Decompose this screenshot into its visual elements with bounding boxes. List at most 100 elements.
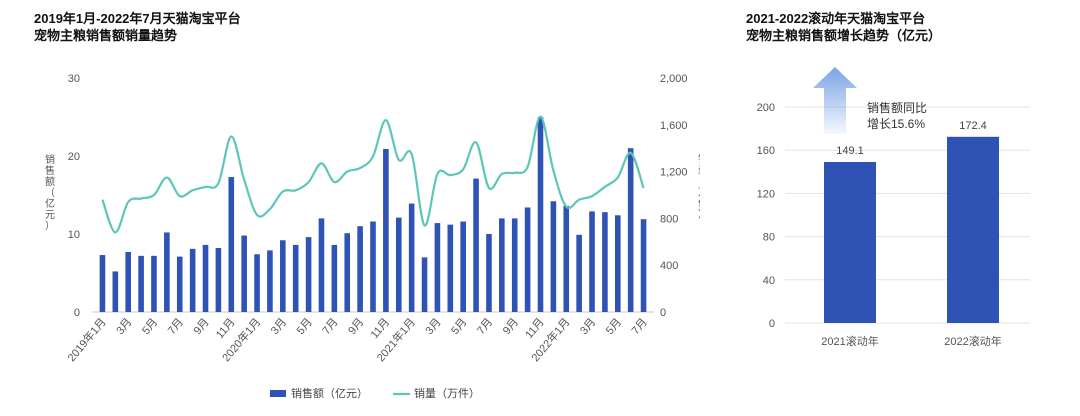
left-y-tick-label: 0 <box>74 307 80 319</box>
x-tick-label: 5月 <box>140 316 160 337</box>
left-chart-title-line-2: 宠物主粮销售额销量趋势 <box>34 28 178 43</box>
legend-sales-swatch <box>270 390 286 397</box>
bar-value-label: 172.4 <box>959 120 987 132</box>
right-y-tick-label: 800 <box>660 213 678 225</box>
sales-bar <box>511 218 518 312</box>
sales-bar <box>537 117 544 312</box>
growth-annotation-line-2: 增长15.6% <box>867 117 925 131</box>
sales-bar <box>589 211 595 312</box>
legend-sales-label: 销售额（亿元） <box>291 386 368 400</box>
sales-bar <box>254 254 260 312</box>
sales-bar <box>164 232 170 312</box>
x-tick-label: 11月 <box>214 316 238 341</box>
sales-bar <box>215 248 222 312</box>
sales-bar <box>524 207 531 312</box>
chart-legend: 销售额（亿元） 销量（万件） <box>270 386 480 400</box>
sales-bar <box>357 226 363 312</box>
right-y-tick-label: 1,200 <box>660 167 688 179</box>
rolling-year-bars: 149.1 2021滚动年 172.4 2022滚动年 <box>821 120 1001 348</box>
x-tick-label: 7月 <box>630 316 650 337</box>
sales-bar <box>486 234 492 312</box>
sales-bar <box>627 148 634 312</box>
sales-bar <box>228 177 235 312</box>
sales-bar <box>176 256 183 312</box>
sales-bar <box>280 240 286 312</box>
sales-bar <box>202 244 209 312</box>
sales-bar <box>640 219 647 312</box>
x-tick-label: 3月 <box>269 316 289 337</box>
growth-arrow <box>813 67 857 134</box>
sales-bar <box>499 218 505 312</box>
sales-bar <box>318 218 325 312</box>
left-chart-axes: 0 10 20 30 0 400 800 1,200 1,600 2,000 销售额（亿元） 销量（万… <box>45 73 700 319</box>
sales-bar <box>138 255 144 312</box>
right-y-axis-title: 销量（万件） <box>698 153 700 221</box>
y-tick-label: 200 <box>757 102 775 114</box>
sales-bar <box>267 250 273 312</box>
y-tick-label: 80 <box>763 232 775 244</box>
sales-bar <box>421 257 428 312</box>
x-tick-label: 3月 <box>424 316 444 337</box>
sales-bar <box>408 203 415 312</box>
x-tick-label: 9月 <box>192 316 212 337</box>
x-category-label: 2021滚动年 <box>821 334 878 348</box>
left-y-axis-title: 销售额（亿元） <box>45 153 55 232</box>
sales-bar <box>383 148 389 312</box>
y-tick-label: 160 <box>757 145 775 157</box>
sales-bar <box>344 233 351 312</box>
sales-bar <box>614 215 621 312</box>
right-y-tick-label: 2,000 <box>660 73 688 85</box>
x-tick-label: 9月 <box>501 316 521 337</box>
sales-bar <box>370 221 376 312</box>
rolling-year-bar <box>947 136 999 323</box>
sales-bar <box>241 235 247 312</box>
growth-annotation-line-1: 销售额同比 <box>867 100 927 115</box>
x-tick-label: 5月 <box>295 316 315 337</box>
y-tick-label: 120 <box>757 188 775 200</box>
sales-bar <box>563 205 570 312</box>
sales-bar <box>125 251 132 312</box>
sales-bar <box>460 221 466 312</box>
left-y-tick-label: 20 <box>68 151 80 163</box>
monthly-sales-volume-chart: 0 10 20 30 0 400 800 1,200 1,600 2,000 销售额（亿元） 销量（万… <box>45 73 700 400</box>
sales-bar <box>305 237 312 312</box>
right-chart-title-line-1: 2021-2022滚动年天猫淘宝平台 <box>746 11 926 26</box>
sales-bar <box>151 255 157 312</box>
sales-bar <box>331 244 338 312</box>
x-tick-label: 7月 <box>475 316 495 337</box>
sales-bar <box>112 271 119 312</box>
right-chart-title-line-2: 宠物主粮销售额增长趋势（亿元） <box>746 28 942 43</box>
legend-volume-label: 销量（万件） <box>414 386 480 400</box>
sales-bar <box>189 248 196 312</box>
sales-bar <box>550 201 557 312</box>
y-tick-label: 0 <box>769 318 775 330</box>
right-chart-title: 2021-2022滚动年天猫淘宝平台 宠物主粮销售额增长趋势（亿元） <box>746 10 941 44</box>
x-tick-label: 3月 <box>578 316 598 337</box>
left-chart-title-line-1: 2019年1月-2022年7月天猫淘宝平台 <box>34 11 241 26</box>
x-tick-label: 2019年1月 <box>64 315 109 364</box>
sales-bar <box>434 223 441 312</box>
x-tick-label: 9月 <box>346 316 366 337</box>
x-tick-label: 7月 <box>166 316 186 337</box>
right-y-tick-label: 0 <box>660 307 666 319</box>
left-y-tick-label: 30 <box>68 73 80 85</box>
sales-bar <box>395 217 402 312</box>
x-tick-label: 11月 <box>523 316 547 341</box>
bar-value-label: 149.1 <box>836 145 864 157</box>
sales-bar <box>576 234 582 312</box>
x-tick-label: 11月 <box>369 316 393 341</box>
volume-line <box>101 115 645 234</box>
sales-bar <box>602 212 608 312</box>
x-tick-label: 7月 <box>320 316 340 337</box>
x-category-label: 2022滚动年 <box>944 334 1001 348</box>
x-tick-label: 3月 <box>114 316 134 337</box>
left-chart-title: 2019年1月-2022年7月天猫淘宝平台 宠物主粮销售额销量趋势 <box>34 10 241 44</box>
sales-bar <box>473 178 479 312</box>
sales-bar <box>292 244 299 312</box>
right-y-tick-label: 400 <box>660 260 678 272</box>
sales-bars <box>99 117 647 312</box>
y-tick-label: 40 <box>763 275 775 287</box>
